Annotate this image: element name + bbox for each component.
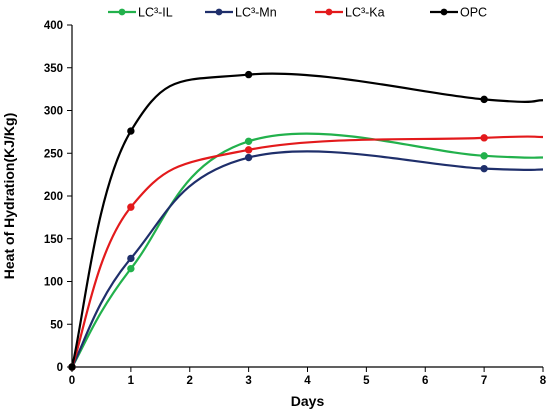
x-tick-label: 6 <box>422 375 428 387</box>
data-point-lc-il <box>244 137 253 145</box>
x-tick-label: 3 <box>245 375 251 387</box>
plot-area: 0 1 2 3 4 5 6 7 8 0 50 100 150 200 250 300 350 400 <box>44 20 547 387</box>
y-tick-label: 350 <box>44 63 63 75</box>
x-tick-label: 0 <box>69 375 75 387</box>
series-line-opc <box>70 72 544 368</box>
y-tick-label: 300 <box>44 106 63 118</box>
y-tick-label: 100 <box>44 277 63 289</box>
data-point-lc-ka <box>244 146 253 154</box>
x-tick-label: 4 <box>304 375 311 387</box>
legend-swatch-marker <box>325 8 333 16</box>
x-tick-label: 2 <box>187 375 193 387</box>
x-tick-label: 5 <box>363 375 370 387</box>
x-axis-title: Days <box>291 393 325 409</box>
y-tick-label: 200 <box>44 191 63 203</box>
legend-swatch-marker <box>118 8 126 16</box>
data-point-lc-il <box>127 264 135 273</box>
data-point-lc-il <box>480 152 488 160</box>
x-tick-label: 1 <box>128 375 135 387</box>
y-tick-label: 150 <box>44 234 63 246</box>
x-axis-ticks: 0 1 2 3 4 5 6 7 8 <box>69 367 547 387</box>
legend-item-opc: OPC <box>430 6 487 20</box>
y-tick-label: 250 <box>44 148 63 160</box>
series-points <box>68 70 488 371</box>
legend-label: LC³-Mn <box>235 6 277 20</box>
y-tick-label: 400 <box>44 20 63 32</box>
legend-swatch-marker <box>215 8 223 16</box>
data-point-lc-ka <box>127 203 135 211</box>
legend-item-lc-mn: LC³-Mn <box>205 6 277 20</box>
data-point-opc <box>127 127 135 135</box>
legend-label: LC³-IL <box>138 6 173 20</box>
y-axis-title: Heat of Hydration(KJ/Kg) <box>1 113 17 279</box>
series-line-lc-mn <box>71 150 544 368</box>
data-point-opc <box>68 363 76 371</box>
data-point-lc-mn <box>244 153 253 162</box>
data-point-opc <box>480 95 488 104</box>
data-point-opc <box>244 70 253 79</box>
data-point-lc-ka <box>480 134 488 142</box>
y-tick-label: 0 <box>57 362 63 374</box>
data-point-lc-mn <box>480 164 488 173</box>
legend-swatch-marker <box>440 8 448 16</box>
x-tick-label: 8 <box>540 375 547 387</box>
x-tick-label: 7 <box>481 375 487 387</box>
legend-label: OPC <box>460 6 487 20</box>
legend-label: LC³-Ka <box>345 6 385 20</box>
y-axis-ticks: 0 50 100 150 200 250 300 350 400 <box>44 20 72 374</box>
legend: LC³-IL LC³-Mn LC³-Ka OPC <box>108 6 487 20</box>
data-point-lc-mn <box>127 254 135 263</box>
legend-item-lc-ka: LC³-Ka <box>315 6 385 20</box>
series-lines <box>70 72 544 368</box>
y-tick-label: 50 <box>50 319 63 331</box>
legend-item-lc-il: LC³-IL <box>108 6 173 20</box>
